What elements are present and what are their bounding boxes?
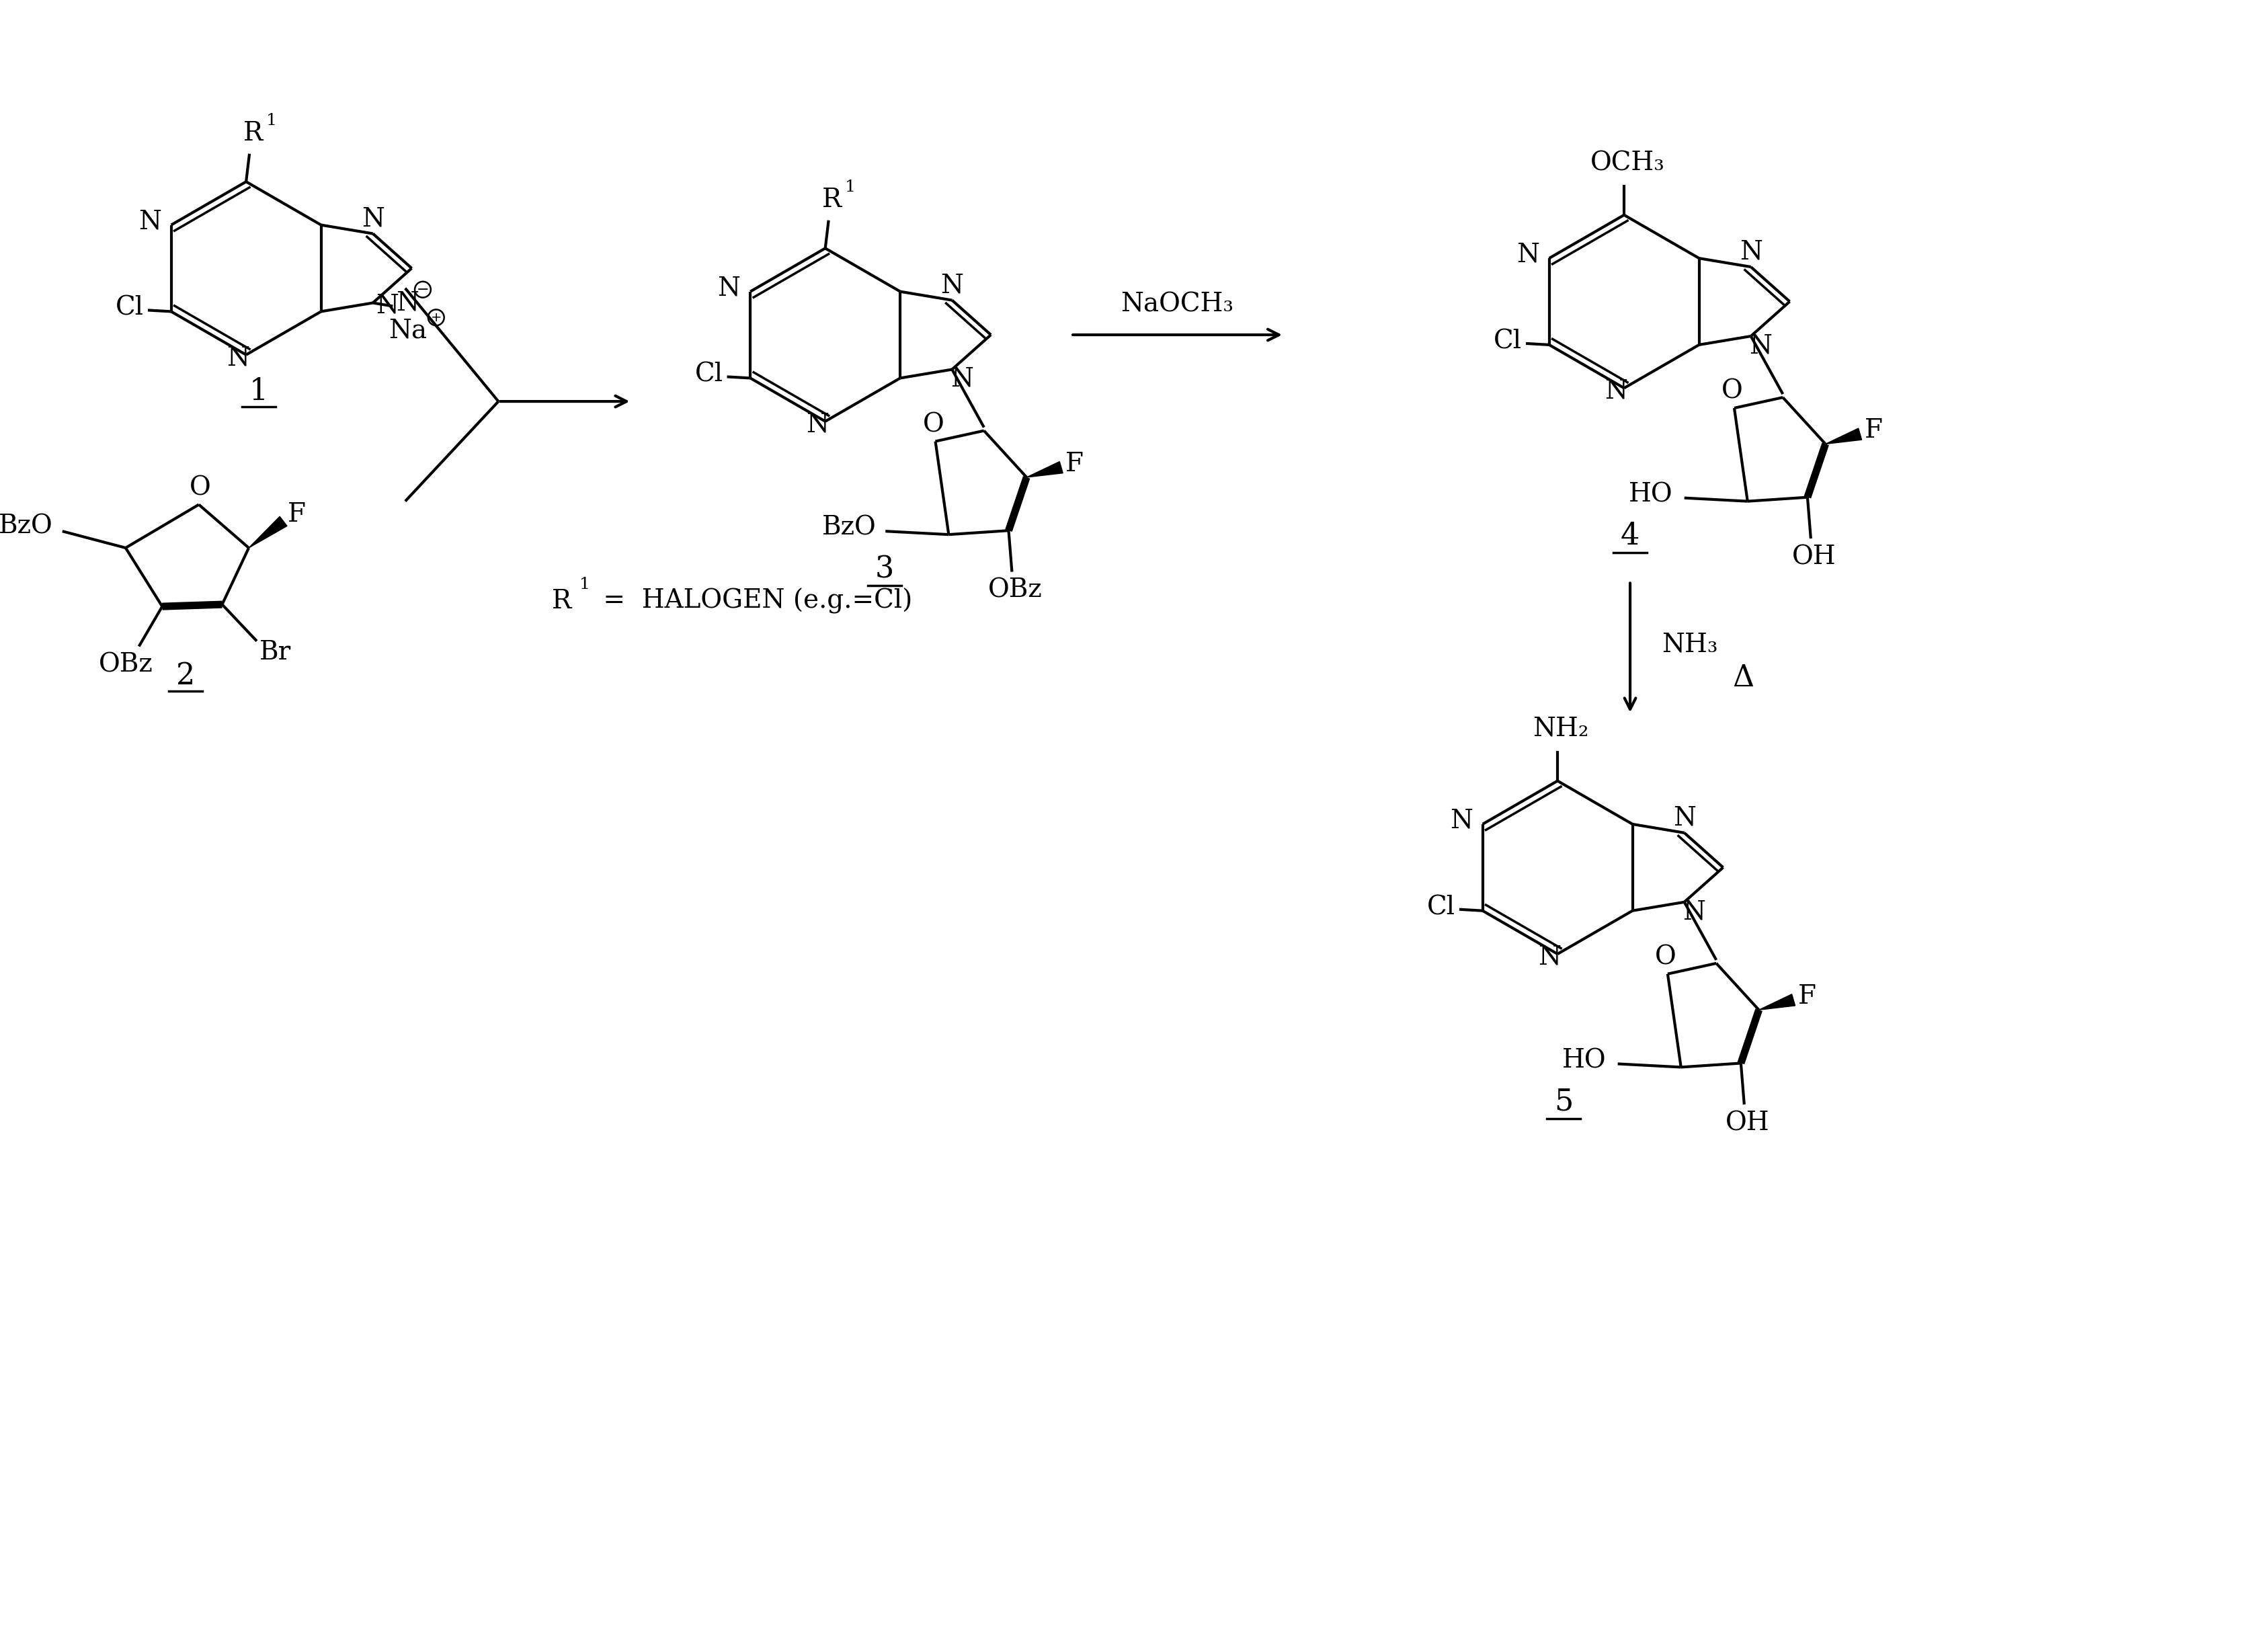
Text: 4: 4 [1622,522,1640,550]
Text: Δ: Δ [1733,663,1753,693]
Text: Cl: Cl [116,295,143,320]
Polygon shape [1760,994,1796,1009]
Text: Cl: Cl [1427,894,1456,921]
Text: Cl: Cl [1495,330,1522,354]
Text: F: F [288,502,306,527]
Text: OH: OH [1726,1111,1769,1136]
Text: O: O [1721,379,1742,404]
Text: N: N [1683,899,1706,924]
Text: N: N [717,276,739,300]
Text: O: O [191,476,211,501]
Text: N: N [376,294,399,318]
Text: 1: 1 [581,576,590,592]
Polygon shape [1027,461,1064,478]
Text: N: N [1749,333,1771,359]
Text: BzO: BzO [821,515,875,540]
Text: +: + [431,312,442,323]
Text: N: N [1674,806,1696,830]
Text: Cl: Cl [694,363,723,387]
Text: F: F [1799,985,1817,1009]
Text: OBz: OBz [989,578,1043,602]
Text: HO: HO [1628,482,1674,507]
Text: N: N [397,290,420,315]
Text: N: N [227,346,249,371]
Text: 1: 1 [249,377,268,405]
Polygon shape [249,517,288,548]
Text: R: R [821,187,841,213]
Text: =  HALOGEN (e.g.=Cl): = HALOGEN (e.g.=Cl) [594,587,912,614]
Text: 3: 3 [875,555,894,584]
Text: N: N [361,207,383,231]
Text: NH₂: NH₂ [1533,717,1590,742]
Text: O: O [1656,945,1676,970]
Text: N: N [941,272,964,299]
Text: −: − [417,282,429,297]
Text: N: N [1449,809,1472,834]
Text: R: R [551,589,572,614]
Text: N: N [1538,945,1560,970]
Text: OBz: OBz [98,653,152,678]
Text: 2: 2 [177,661,195,691]
Text: 1: 1 [265,113,277,128]
Text: N: N [805,412,828,437]
Text: BzO: BzO [0,514,52,538]
Text: 5: 5 [1554,1088,1574,1116]
Text: N: N [1606,379,1628,404]
Text: Na: Na [388,318,426,343]
Text: N: N [1740,240,1762,264]
Text: N: N [950,368,973,392]
Text: 1: 1 [846,179,855,195]
Text: O: O [923,412,943,437]
Text: OCH₃: OCH₃ [1590,151,1665,176]
Polygon shape [1826,428,1862,445]
Text: R: R [243,121,263,146]
Text: N: N [1517,243,1540,267]
Text: NH₃: NH₃ [1662,632,1719,656]
Text: HO: HO [1563,1049,1606,1073]
Text: N: N [138,208,161,235]
Text: Br: Br [259,640,290,665]
Text: F: F [1864,418,1882,443]
Text: F: F [1066,451,1084,476]
Text: OH: OH [1792,545,1837,569]
Text: NaOCH₃: NaOCH₃ [1120,292,1234,317]
